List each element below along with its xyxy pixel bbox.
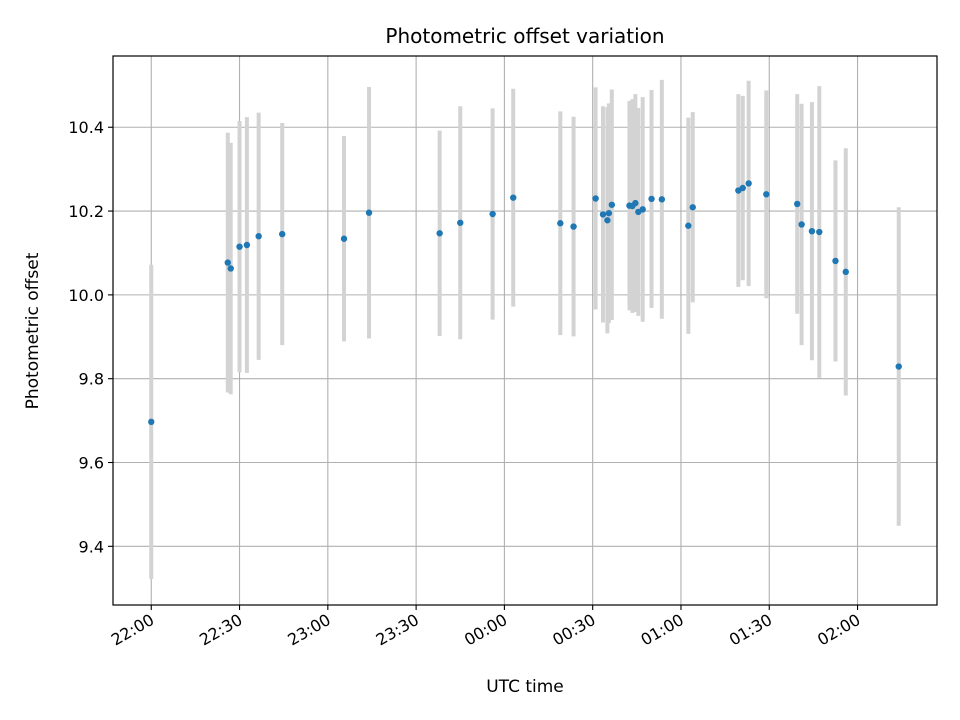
data-point — [340, 235, 348, 242]
y-tick-label: 9.6 — [79, 454, 104, 473]
data-point — [658, 196, 666, 203]
data-point — [243, 241, 251, 249]
data-point — [279, 230, 286, 238]
y-axis-label: Photometric offset — [23, 252, 43, 409]
data-point — [842, 268, 849, 276]
y-tick-label: 10.4 — [68, 118, 104, 137]
x-axis-label: UTC time — [486, 677, 564, 697]
data-point — [489, 210, 496, 218]
data-point — [794, 200, 801, 208]
data-point — [608, 201, 616, 208]
y-tick-label: 10.2 — [68, 202, 104, 221]
data-point — [227, 265, 234, 272]
data-point — [148, 418, 155, 426]
data-point — [639, 206, 646, 213]
data-point — [236, 243, 243, 250]
data-point — [510, 194, 517, 201]
data-point — [685, 222, 692, 229]
y-tick-label: 10.0 — [68, 286, 104, 305]
data-point — [605, 209, 613, 217]
data-point — [689, 204, 696, 211]
data-point — [895, 363, 902, 370]
data-point — [255, 233, 262, 240]
data-point — [457, 219, 464, 226]
data-point — [557, 220, 564, 227]
data-point — [816, 228, 823, 236]
data-point — [604, 217, 611, 224]
y-tick-label: 9.4 — [79, 537, 104, 556]
y-axis-ticks: 9.4 9.6 9.8 10.0 10.2 10.4 — [68, 118, 113, 556]
data-point — [436, 230, 443, 237]
data-point — [648, 195, 655, 203]
data-point — [739, 184, 746, 192]
data-point — [599, 211, 607, 218]
data-point — [224, 259, 231, 266]
data-point — [365, 209, 373, 216]
data-points — [148, 180, 902, 426]
grid — [113, 56, 937, 605]
data-point — [592, 195, 599, 202]
data-point — [570, 223, 577, 230]
data-point — [632, 199, 639, 207]
data-point — [808, 227, 816, 235]
chart-title: Photometric offset variation — [385, 24, 664, 48]
y-tick-label: 9.8 — [79, 370, 104, 389]
data-point — [745, 180, 752, 187]
plot-frame — [112, 55, 938, 606]
data-point — [798, 221, 805, 228]
data-point — [832, 257, 839, 265]
data-point — [763, 191, 770, 198]
